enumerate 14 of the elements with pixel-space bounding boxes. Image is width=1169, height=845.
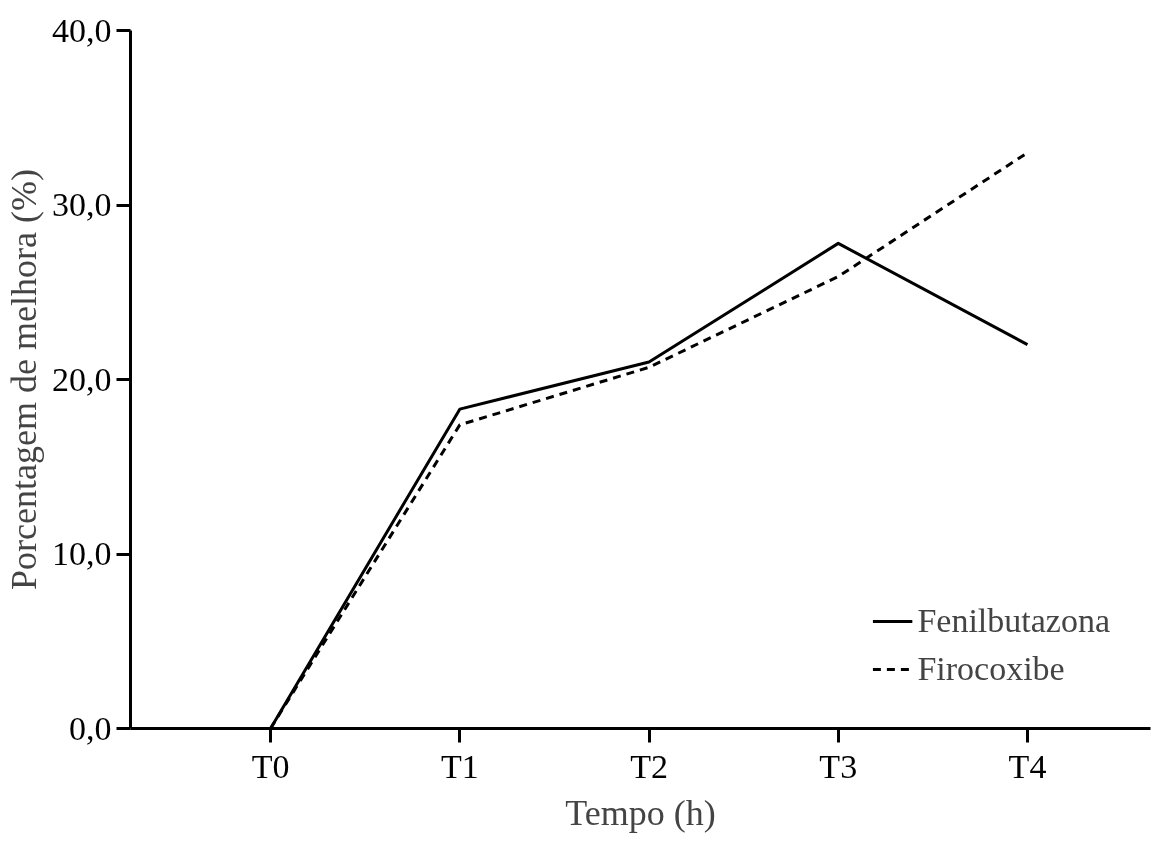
x-tick-label: T3	[819, 747, 858, 785]
legend-label: Firocoxibe	[917, 650, 1065, 688]
y-axis-title: Porcentagem de melhora (%)	[4, 169, 44, 590]
y-tick-label: 30,0	[52, 186, 112, 223]
x-tick-label: T4	[1008, 747, 1047, 785]
x-axis-title: Tempo (h)	[565, 792, 716, 833]
y-tick-label: 40,0	[52, 11, 112, 49]
y-tick-label: 20,0	[52, 360, 112, 398]
y-tick-label: 10,0	[52, 535, 112, 572]
y-tick-label: 0,0	[69, 709, 112, 747]
x-tick-label: T2	[630, 747, 668, 785]
x-tick-label: T0	[251, 747, 290, 785]
legend-label: Fenilbutazona	[917, 602, 1110, 640]
x-tick-label: T1	[440, 747, 479, 785]
